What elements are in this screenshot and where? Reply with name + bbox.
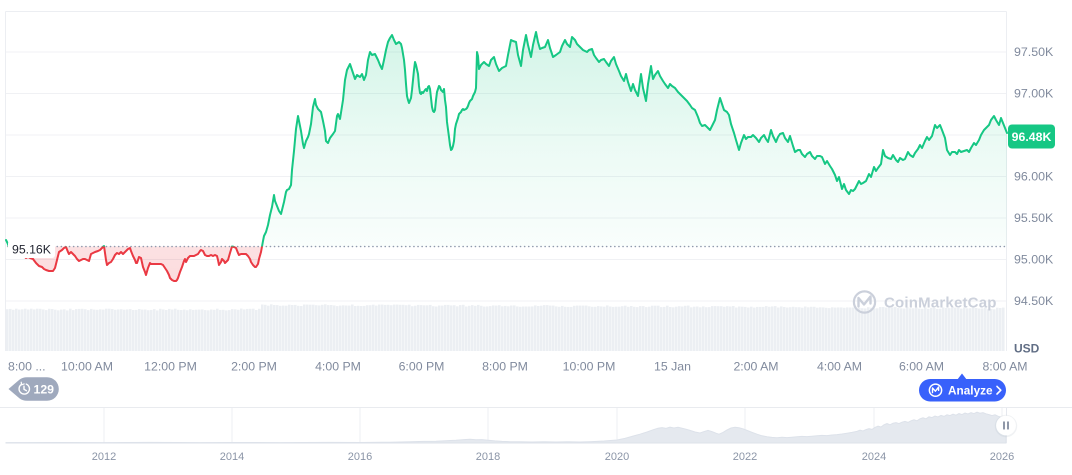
svg-text:97.00K: 97.00K	[1014, 87, 1054, 101]
svg-text:4:00 PM: 4:00 PM	[315, 360, 361, 374]
svg-text:2:00 PM: 2:00 PM	[231, 360, 277, 374]
svg-text:10:00 PM: 10:00 PM	[563, 360, 616, 374]
svg-text:97.50K: 97.50K	[1014, 45, 1054, 59]
svg-text:95.50K: 95.50K	[1014, 211, 1054, 225]
svg-text:6:00 PM: 6:00 PM	[399, 360, 445, 374]
svg-text:2020: 2020	[605, 451, 629, 463]
svg-text:96.48K: 96.48K	[1012, 130, 1052, 144]
svg-text:2014: 2014	[220, 451, 244, 463]
svg-text:2018: 2018	[476, 451, 500, 463]
svg-text:2:00 AM: 2:00 AM	[733, 360, 778, 374]
svg-text:2022: 2022	[733, 451, 757, 463]
svg-text:15 Jan: 15 Jan	[654, 360, 691, 374]
svg-text:8:00 AM: 8:00 AM	[982, 360, 1027, 374]
svg-text:96.00K: 96.00K	[1014, 170, 1054, 184]
svg-text:2016: 2016	[348, 451, 372, 463]
svg-text:129: 129	[34, 382, 55, 396]
svg-text:95.00K: 95.00K	[1014, 253, 1054, 267]
svg-text:10:00 AM: 10:00 AM	[61, 360, 113, 374]
svg-text:94.50K: 94.50K	[1014, 294, 1054, 308]
svg-text:2024: 2024	[862, 451, 886, 463]
svg-text:8:00 ...: 8:00 ...	[8, 360, 46, 374]
svg-text:Analyze: Analyze	[948, 383, 993, 397]
svg-text:8:00 PM: 8:00 PM	[482, 360, 528, 374]
svg-text:CoinMarketCap: CoinMarketCap	[884, 295, 997, 312]
svg-text:USD: USD	[1014, 342, 1040, 356]
svg-text:12:00 PM: 12:00 PM	[144, 360, 197, 374]
svg-text:2026: 2026	[990, 451, 1014, 463]
svg-text:95.16K: 95.16K	[12, 243, 52, 257]
svg-text:6:00 AM: 6:00 AM	[899, 360, 944, 374]
svg-text:2012: 2012	[92, 451, 116, 463]
svg-text:4:00 AM: 4:00 AM	[817, 360, 862, 374]
